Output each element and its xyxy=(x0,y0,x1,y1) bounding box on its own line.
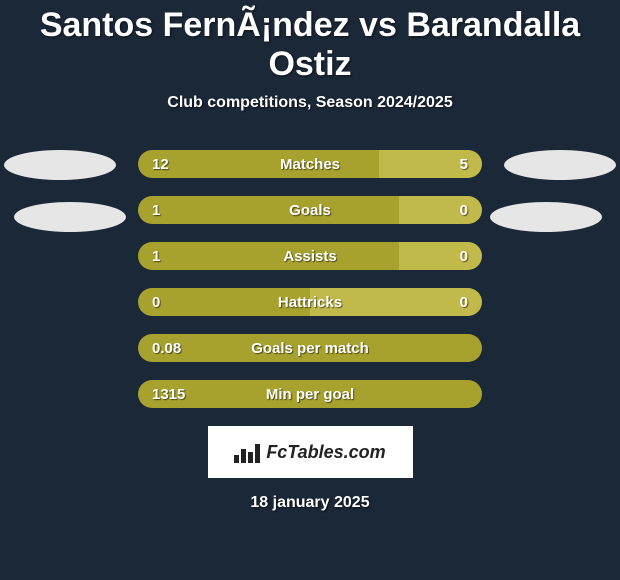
stat-bar: Min per goal1315 xyxy=(138,380,482,408)
stat-bar: Goals10 xyxy=(138,196,482,224)
stat-row: Assists10 xyxy=(0,242,620,270)
stat-value-right: 0 xyxy=(460,288,468,316)
stat-value-left: 0.08 xyxy=(152,334,181,362)
stat-bar-left xyxy=(138,380,482,408)
stat-bar: Hattricks00 xyxy=(138,288,482,316)
stat-bar-left xyxy=(138,334,482,362)
bars-icon xyxy=(234,441,260,463)
stat-row: Goals10 xyxy=(0,196,620,224)
stat-value-left: 1 xyxy=(152,196,160,224)
stat-bar-left xyxy=(138,150,379,178)
page-title: Santos FernÃ¡ndez vs Barandalla Ostiz xyxy=(0,0,620,84)
stat-bar: Goals per match0.08 xyxy=(138,334,482,362)
stat-bar-left xyxy=(138,288,310,316)
comparison-chart: Matches125Goals10Assists10Hattricks00Goa… xyxy=(0,150,620,408)
stat-value-left: 0 xyxy=(152,288,160,316)
subtitle: Club competitions, Season 2024/2025 xyxy=(0,94,620,112)
stat-value-right: 5 xyxy=(460,150,468,178)
stat-value-right: 0 xyxy=(460,196,468,224)
stat-row: Matches125 xyxy=(0,150,620,178)
stat-value-left: 1315 xyxy=(152,380,185,408)
stat-row: Goals per match0.08 xyxy=(0,334,620,362)
stat-bar-right xyxy=(399,242,482,270)
stat-bar-left xyxy=(138,242,399,270)
stat-bar-left xyxy=(138,196,399,224)
logo-text: FcTables.com xyxy=(266,442,385,463)
stat-row: Min per goal1315 xyxy=(0,380,620,408)
stat-bar: Assists10 xyxy=(138,242,482,270)
stat-value-right: 0 xyxy=(460,242,468,270)
stat-bar-right xyxy=(399,196,482,224)
stat-row: Hattricks00 xyxy=(0,288,620,316)
stat-value-left: 1 xyxy=(152,242,160,270)
stat-bar: Matches125 xyxy=(138,150,482,178)
fctables-logo: FcTables.com xyxy=(208,426,413,478)
date-label: 18 january 2025 xyxy=(0,494,620,512)
stat-bar-right xyxy=(310,288,482,316)
stat-value-left: 12 xyxy=(152,150,169,178)
